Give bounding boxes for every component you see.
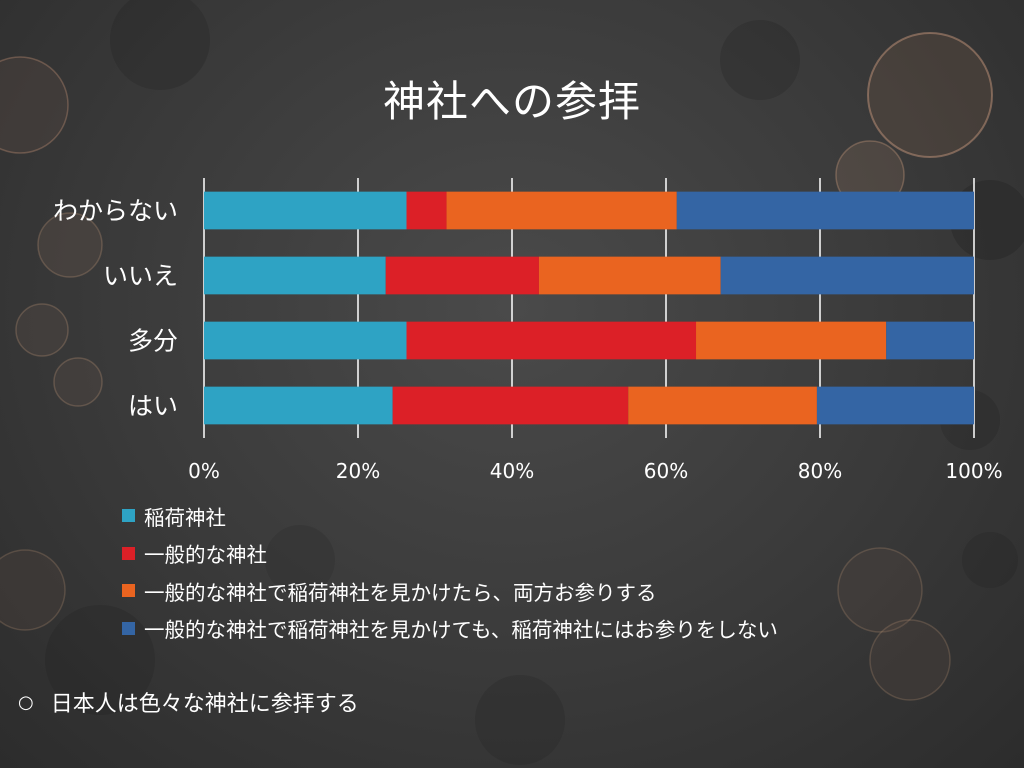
x-tick-label: 60% xyxy=(644,459,688,483)
bar-segment xyxy=(204,386,393,425)
bar-segment xyxy=(886,321,974,360)
legend-swatch xyxy=(122,509,135,523)
x-tick-label: 40% xyxy=(490,459,534,483)
legend-item: 一般的な神社で稲荷神社を見かけても、稲荷神社にはお参りをしない xyxy=(122,610,778,648)
x-tick-label: 0% xyxy=(188,459,220,483)
bar-segment xyxy=(816,386,974,425)
legend-label: 一般的な神社 xyxy=(144,543,267,568)
legend-swatch xyxy=(122,546,135,560)
legend-item: 一般的な神社で稲荷神社を見かけたら、両方お参りする xyxy=(122,572,778,610)
bar-segment xyxy=(406,321,697,360)
legend-label: 一般的な神社で稲荷神社を見かけたら、両方お参りする xyxy=(144,580,657,605)
legend-item: 一般的な神社 xyxy=(122,535,778,573)
legend-swatch xyxy=(122,584,135,598)
bar-segment xyxy=(406,191,447,230)
bar-segment xyxy=(446,191,677,230)
bar-segment xyxy=(538,256,721,295)
bar-segment xyxy=(720,256,974,295)
legend-item: 稲荷神社 xyxy=(122,497,778,535)
chart-legend: 稲荷神社一般的な神社一般的な神社で稲荷神社を見かけたら、両方お参りする一般的な神… xyxy=(122,497,778,647)
bar-segment xyxy=(696,321,887,360)
bullet-text: 日本人は色々な神社に参拝する xyxy=(50,692,359,717)
bar-segment xyxy=(204,321,407,360)
y-category-label: いいえ xyxy=(103,262,178,291)
slide-title: 神社への参拝 xyxy=(382,77,641,126)
bullet-circle-icon: ○ xyxy=(18,691,34,713)
legend-label: 一般的な神社で稲荷神社を見かけても、稲荷神社にはお参りをしない xyxy=(144,618,778,643)
bar-segment xyxy=(392,386,629,425)
legend-swatch xyxy=(122,621,135,635)
y-category-label: はい xyxy=(128,392,178,421)
legend-label: 稲荷神社 xyxy=(144,505,226,530)
bar-segment xyxy=(204,256,386,295)
x-tick-label: 80% xyxy=(798,459,842,483)
y-category-label: わからない xyxy=(53,197,178,226)
bar-segment xyxy=(204,191,407,230)
bullet-point: ○ 日本人は色々な神社に参拝する xyxy=(18,686,359,718)
y-category-label: 多分 xyxy=(128,327,178,356)
x-tick-label: 100% xyxy=(945,459,1002,483)
bar-segment xyxy=(676,191,974,230)
x-tick-label: 20% xyxy=(336,459,380,483)
bar-segment xyxy=(628,386,817,425)
bar-segment xyxy=(385,256,539,295)
